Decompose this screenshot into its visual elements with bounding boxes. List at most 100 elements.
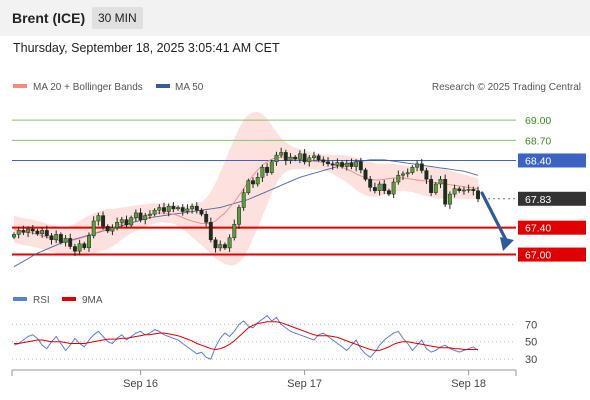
candle <box>44 225 49 239</box>
candle <box>133 209 138 222</box>
candle-body-up <box>176 207 180 210</box>
candle <box>312 151 316 162</box>
candle-body-up <box>274 154 279 163</box>
candle <box>260 164 265 182</box>
candle-body-down <box>49 235 54 240</box>
candle-body-up <box>288 156 293 161</box>
candle-body-up <box>452 188 457 195</box>
candle-body-up <box>185 208 190 212</box>
candle-body-down <box>302 153 307 163</box>
candle-body-down <box>194 205 199 211</box>
candle <box>372 182 377 194</box>
candle <box>222 242 227 250</box>
candle-body-up <box>54 234 59 241</box>
instrument-title: Brent (ICE) <box>12 10 86 26</box>
candle-body-up <box>335 162 340 166</box>
candle-body-up <box>63 238 68 243</box>
candle-body-up <box>237 207 241 225</box>
chart-header: Brent (ICE) 30 MIN <box>0 0 590 36</box>
rsi-legend-label: RSI <box>33 295 50 306</box>
candle <box>302 149 307 165</box>
candle-body-up <box>391 181 396 195</box>
candle-body-down <box>419 163 424 171</box>
rsi-ma-line <box>14 321 478 351</box>
projection-arrow <box>480 191 514 251</box>
candle <box>138 208 143 223</box>
candle-body-up <box>312 155 316 159</box>
candle-body-up <box>190 205 195 210</box>
candle <box>246 178 251 195</box>
candle-body-down <box>429 179 434 193</box>
candle <box>72 243 77 256</box>
candle <box>251 177 255 189</box>
candle <box>16 227 21 239</box>
x-axis-ticks: Sep 16 Sep 17 Sep 18 <box>123 370 486 390</box>
bollinger-band-layer <box>14 112 478 266</box>
candle <box>429 175 434 197</box>
bollinger-band <box>14 112 478 266</box>
timeframe-badge[interactable]: 30 MIN <box>92 7 143 29</box>
candle-body-up <box>87 235 91 249</box>
candle-body-up <box>40 230 45 235</box>
candle <box>344 159 349 171</box>
candle-body-up <box>119 219 124 223</box>
candle-body-down <box>424 170 429 180</box>
candle <box>180 204 185 216</box>
candle-body-up <box>461 189 466 192</box>
candle <box>377 181 382 196</box>
candle <box>101 211 106 230</box>
candle-body-down <box>138 212 143 220</box>
candle-body-down <box>476 190 480 200</box>
candle-body-up <box>129 217 134 226</box>
candle-body-down <box>443 179 448 205</box>
candle <box>279 147 284 158</box>
candle-body-down <box>124 219 129 226</box>
candle <box>63 235 68 247</box>
candle-body-up <box>307 157 312 163</box>
candle <box>143 212 148 225</box>
candle-body-down <box>363 169 368 180</box>
ma20-line <box>13 156 479 242</box>
candle <box>35 229 40 236</box>
candle <box>87 232 91 252</box>
candle-body-up <box>26 228 31 233</box>
candle-body-up <box>279 152 284 156</box>
level-label-67.00: 67.00 <box>525 250 551 262</box>
candle <box>415 160 420 172</box>
candle-body-up <box>91 220 96 237</box>
rsi-panel: 70 50 30 <box>12 315 537 366</box>
candle <box>471 186 476 196</box>
candles-layer <box>12 147 480 256</box>
candle-body-up <box>396 175 401 183</box>
candle-body-up <box>344 162 349 167</box>
rsi-legend-swatch <box>13 297 27 301</box>
candle <box>269 159 274 175</box>
candle-body-up <box>255 177 260 185</box>
level-label-67.40: 67.40 <box>525 223 551 235</box>
candle <box>110 224 115 236</box>
candle <box>461 186 466 195</box>
candle <box>199 208 204 217</box>
candle <box>307 155 312 167</box>
candle-body-up <box>433 183 438 193</box>
candle <box>208 217 213 243</box>
candle <box>21 225 26 236</box>
candle-body-down <box>30 228 35 232</box>
candle <box>433 181 438 195</box>
candle <box>363 167 368 182</box>
candle <box>232 219 237 241</box>
candle-body-down <box>171 205 176 210</box>
candle-body-up <box>166 205 171 212</box>
candle-body-down <box>293 156 298 160</box>
level-label-68.40: 68.40 <box>525 155 551 167</box>
moving-averages-layer <box>13 156 479 268</box>
candle-body-up <box>415 163 420 168</box>
x-tick-label: Sep 18 <box>451 378 486 390</box>
candle <box>237 204 241 230</box>
candle-body-up <box>133 212 138 218</box>
candle <box>194 202 199 214</box>
candle <box>466 184 471 193</box>
candle <box>58 232 63 245</box>
